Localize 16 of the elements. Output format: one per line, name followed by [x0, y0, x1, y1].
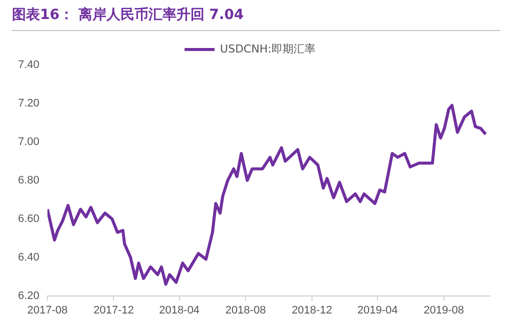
x-tick-label: 2018-08	[225, 304, 266, 316]
y-tick-label: 7.40	[18, 59, 40, 72]
x-tick-label: 2019-04	[357, 304, 398, 316]
y-tick-label: 7.20	[18, 98, 40, 110]
y-tick-label: 6.40	[18, 251, 40, 264]
x-tick-label: 2017-08	[27, 304, 68, 316]
x-tick-label: 2019-08	[424, 304, 464, 316]
y-tick-label: 6.20	[18, 290, 40, 302]
x-tick-label: 2018-12	[292, 304, 332, 316]
chart-title: 图表16： 离岸人民币汇率升回 7.04	[12, 6, 500, 31]
y-tick-label: 6.80	[18, 174, 40, 186]
y-tick-label: 7.00	[18, 136, 40, 148]
legend-label: USDCNH:即期汇率	[220, 42, 316, 56]
x-tick-label: 2018-04	[159, 304, 200, 316]
y-tick-label: 6.60	[18, 212, 40, 225]
x-tick-label: 2017-12	[93, 304, 134, 316]
